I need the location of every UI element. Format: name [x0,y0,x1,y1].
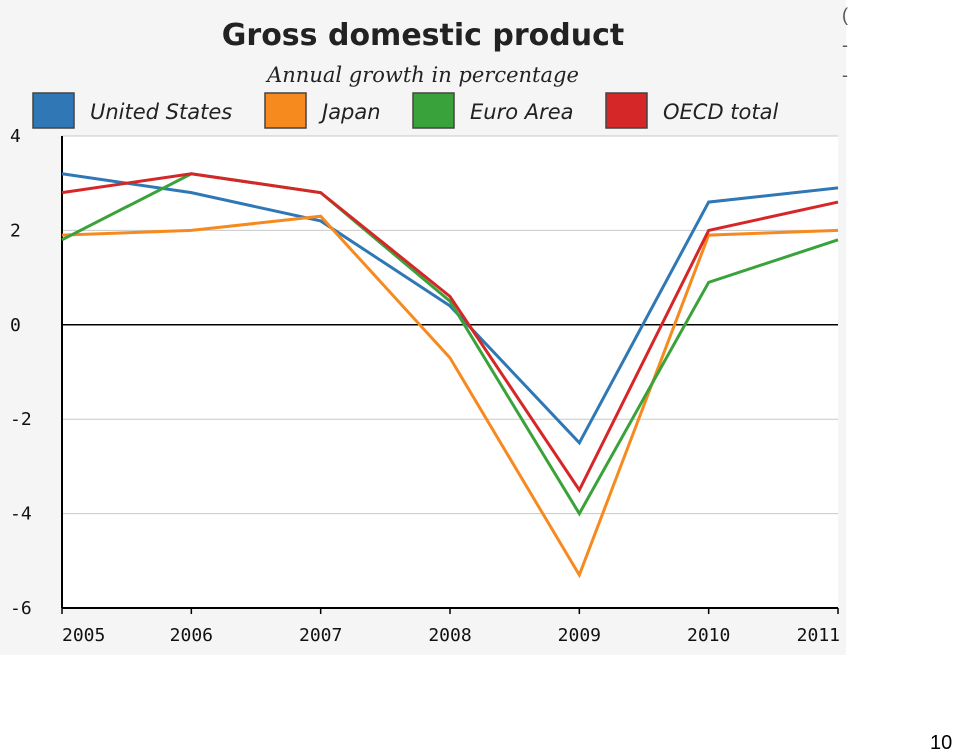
series-line-oecd-total [61,172,839,493]
chart-container: Gross domestic product Annual growth in … [10,18,840,646]
legend-swatch [412,92,455,129]
plot-background [62,136,838,608]
legend-label: United States [90,100,232,124]
chart-subtitle: Annual growth in percentage [265,63,579,87]
y-tick-label: 4 [10,126,21,147]
y-axis: 4 2 0 -2 -4 -6 [10,126,32,619]
series-line-united-states [61,172,839,446]
page-number: 10 [930,732,953,754]
x-tick-label: 2005 [62,625,105,646]
x-tick-label: 2008 [428,625,471,646]
plot-area [62,136,838,608]
line-chart: Gross domestic product Annual growth in … [10,18,840,646]
y-tick-label: 2 [10,220,21,241]
x-tick-label: 2011 [797,625,840,646]
chart-legend: United States Japan Euro Area OECD total [32,92,778,129]
y-tick-label: 0 [10,315,21,336]
series-lines [61,172,839,579]
x-tick-label: 2009 [558,625,601,646]
legend-label: Japan [318,100,381,124]
legend-swatch [605,92,648,129]
x-tick-label: 2007 [299,625,342,646]
x-tick-label: 2006 [170,625,213,646]
y-tick-label: -4 [10,504,32,525]
legend-label: OECD total [663,100,778,124]
chart-title: Gross domestic product [222,18,624,53]
series-line-japan [61,214,839,579]
x-tick-label: 2010 [687,625,730,646]
legend-swatch [32,92,75,129]
y-tick-label: -2 [10,409,32,430]
cropped-edge-text: (- - [842,5,848,85]
legend-swatch [264,92,307,129]
x-axis: 2005 2006 2007 2008 2009 2010 2011 [61,608,840,646]
legend-label: Euro Area [470,100,574,124]
y-tick-label: -6 [10,598,32,619]
